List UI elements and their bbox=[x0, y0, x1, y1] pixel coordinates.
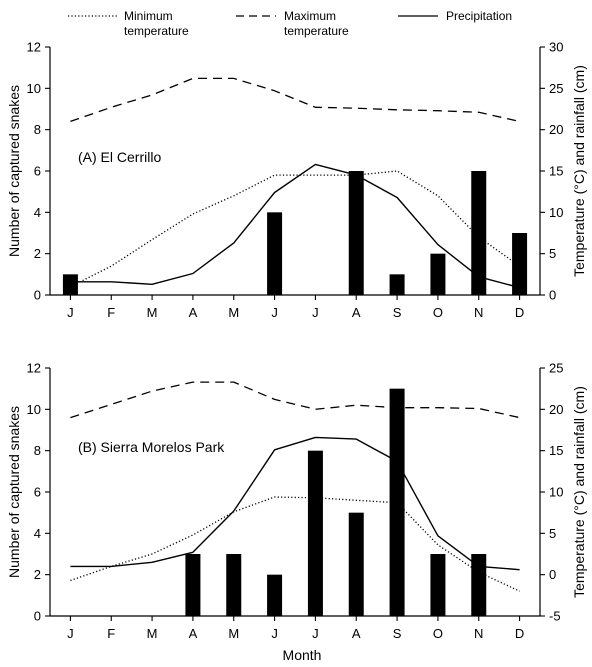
left-tick-label: 10 bbox=[27, 402, 41, 417]
series-line-dotted bbox=[70, 170, 520, 288]
right-tick-label: -5 bbox=[549, 609, 561, 624]
bar-4 bbox=[226, 554, 242, 616]
x-tick-label: D bbox=[515, 626, 524, 641]
left-axis-title: Number of captured snakes bbox=[6, 85, 22, 257]
panel-el-cerrillo: 0 2 4 6 8 10 12 0 5 10 15 20 25 30 J F M A M J J A S O N D Number … bbox=[6, 40, 587, 321]
legend-min-label-1: Minimum bbox=[124, 9, 173, 23]
legend-max-label-1: Maximum bbox=[284, 9, 336, 23]
left-tick-label: 12 bbox=[27, 40, 41, 55]
bar-9 bbox=[430, 554, 446, 616]
x-tick-label: J bbox=[312, 305, 319, 320]
bar-5 bbox=[267, 212, 283, 295]
right-axis-title: Temperature (°C) and rainfall (cm) bbox=[571, 386, 587, 598]
left-axis-title: Number of captured snakes bbox=[6, 406, 22, 578]
left-tick-label: 0 bbox=[34, 288, 41, 303]
x-tick-label: M bbox=[147, 305, 158, 320]
right-tick-label: 15 bbox=[549, 164, 563, 179]
x-tick-label: N bbox=[474, 626, 483, 641]
right-axis-title: Temperature (°C) and rainfall (cm) bbox=[571, 65, 587, 277]
right-tick-label: 20 bbox=[549, 122, 563, 137]
bar-10 bbox=[471, 171, 487, 295]
bar-7 bbox=[348, 171, 364, 295]
x-tick-label: M bbox=[228, 305, 239, 320]
x-tick-label: F bbox=[107, 305, 115, 320]
bar-5 bbox=[267, 574, 283, 616]
left-tick-label: 8 bbox=[34, 443, 41, 458]
left-tick-label: 4 bbox=[34, 205, 41, 220]
bar-0 bbox=[62, 274, 78, 295]
x-tick-label: A bbox=[189, 626, 198, 641]
x-tick-label: J bbox=[67, 626, 74, 641]
x-tick-label: N bbox=[474, 305, 483, 320]
x-tick-label: J bbox=[312, 626, 319, 641]
left-tick-label: 6 bbox=[34, 485, 41, 500]
bar-11 bbox=[512, 233, 528, 295]
legend-min-label-2: temperature bbox=[124, 24, 189, 38]
right-tick-label: 30 bbox=[549, 40, 563, 55]
x-tick-label: J bbox=[67, 305, 74, 320]
left-tick-label: 8 bbox=[34, 122, 41, 137]
x-tick-label: S bbox=[393, 626, 402, 641]
left-tick-label: 2 bbox=[34, 567, 41, 582]
series-line-dashed bbox=[70, 77, 520, 123]
x-tick-label: J bbox=[271, 305, 278, 320]
series-line-solid bbox=[70, 436, 520, 571]
right-tick-label: 10 bbox=[549, 205, 563, 220]
series-line-dashed bbox=[70, 381, 520, 419]
right-tick-label: 5 bbox=[549, 526, 556, 541]
x-tick-label: F bbox=[107, 626, 115, 641]
right-tick-label: 0 bbox=[549, 567, 556, 582]
bar-8 bbox=[389, 274, 405, 295]
bar-9 bbox=[430, 253, 446, 295]
legend: Minimum temperature Maximum temperature … bbox=[68, 9, 512, 38]
x-tick-label: D bbox=[515, 305, 524, 320]
left-tick-label: 10 bbox=[27, 81, 41, 96]
x-tick-label: M bbox=[147, 626, 158, 641]
left-tick-label: 2 bbox=[34, 246, 41, 261]
right-tick-label: 20 bbox=[549, 402, 563, 417]
panel-title: (B) Sierra Morelos Park bbox=[78, 439, 225, 455]
panel-title: (A) El Cerrillo bbox=[78, 149, 161, 165]
x-tick-label: J bbox=[271, 626, 278, 641]
panel-sierra-morelos: 0 2 4 6 8 10 12 -5 0 5 10 15 20 25 J F M A M J J A S O N D Number … bbox=[6, 361, 587, 642]
left-tick-label: 4 bbox=[34, 526, 41, 541]
bar-3 bbox=[185, 554, 201, 616]
x-tick-label: A bbox=[352, 305, 361, 320]
x-tick-label: A bbox=[352, 626, 361, 641]
right-tick-label: 10 bbox=[549, 485, 563, 500]
right-tick-label: 5 bbox=[549, 246, 556, 261]
x-tick-label: M bbox=[228, 626, 239, 641]
left-tick-label: 0 bbox=[34, 609, 41, 624]
x-tick-label: S bbox=[393, 305, 402, 320]
x-tick-label: O bbox=[433, 305, 443, 320]
left-tick-label: 6 bbox=[34, 164, 41, 179]
x-tick-label: O bbox=[433, 626, 443, 641]
x-axis-label: Month bbox=[283, 647, 322, 663]
right-tick-label: 25 bbox=[549, 81, 563, 96]
right-tick-label: 0 bbox=[549, 288, 556, 303]
x-tick-label: A bbox=[189, 305, 198, 320]
legend-max-label-2: temperature bbox=[284, 24, 349, 38]
bar-7 bbox=[348, 512, 364, 616]
bar-6 bbox=[307, 450, 323, 616]
legend-precip-label: Precipitation bbox=[446, 9, 512, 23]
right-tick-label: 25 bbox=[549, 361, 563, 376]
left-tick-label: 12 bbox=[27, 361, 41, 376]
series-line-solid bbox=[70, 163, 520, 289]
right-tick-label: 15 bbox=[549, 443, 563, 458]
bar-10 bbox=[471, 554, 487, 616]
series-line-dotted bbox=[70, 496, 520, 592]
